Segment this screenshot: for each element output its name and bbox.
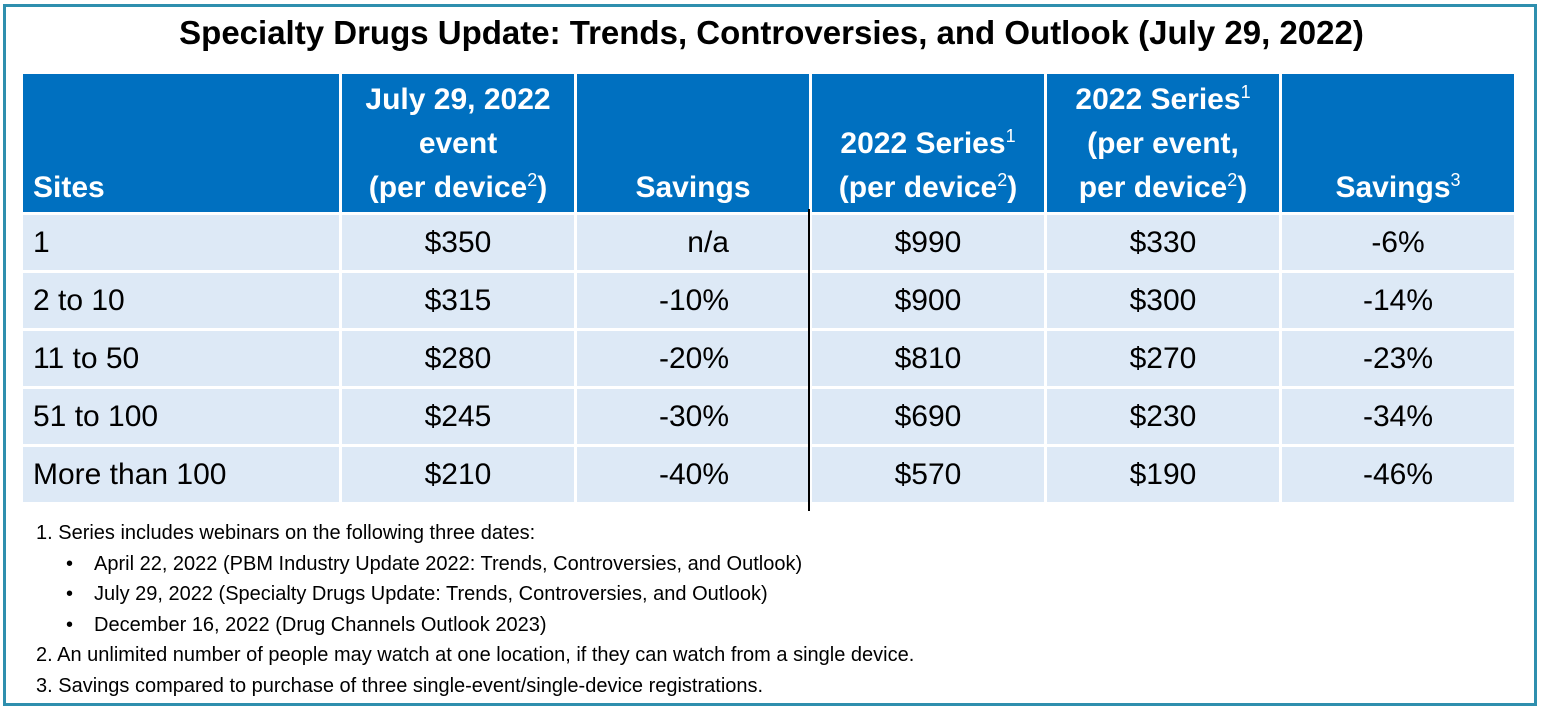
header-savings: Savings [577, 74, 809, 212]
header-series-savings: Savings3 [1282, 74, 1514, 212]
cell-sites: 11 to 50 [23, 331, 339, 386]
cell-series-savings: -23% [1282, 331, 1514, 386]
table-row: 11 to 50 $280 -20% $810 $270 -23% [23, 331, 1514, 386]
cell-series-price: $810 [812, 331, 1044, 386]
cell-savings: -40% [577, 447, 809, 502]
slide-frame [3, 4, 1537, 706]
list-item: April 22, 2022 (PBM Industry Update 2022… [66, 549, 914, 580]
footnote-1-list: April 22, 2022 (PBM Industry Update 2022… [36, 549, 914, 641]
header-series-price: 2022 Series1 (per device2) [812, 74, 1044, 212]
page-title: Specialty Drugs Update: Trends, Controve… [179, 14, 1364, 51]
cell-sites: More than 100 [23, 447, 339, 502]
cell-series-price: $690 [812, 389, 1044, 444]
footnotes: 1. Series includes webinars on the follo… [36, 518, 914, 701]
list-item: December 16, 2022 (Drug Channels Outlook… [66, 610, 914, 641]
column-divider [808, 209, 810, 511]
cell-sites: 51 to 100 [23, 389, 339, 444]
cell-event-price: $350 [342, 215, 574, 270]
cell-series-price: $900 [812, 273, 1044, 328]
footnote-1: 1. Series includes webinars on the follo… [36, 522, 536, 544]
cell-event-price: $315 [342, 273, 574, 328]
cell-series-price: $990 [812, 215, 1044, 270]
cell-sites: 1 [23, 215, 339, 270]
cell-series-price: $570 [812, 447, 1044, 502]
cell-series-per-event: $230 [1047, 389, 1279, 444]
header-series-per-event: 2022 Series1 (per event, per device2) [1047, 74, 1279, 212]
cell-series-savings: -46% [1282, 447, 1514, 502]
table-row: 2 to 10 $315 -10% $900 $300 -14% [23, 273, 1514, 328]
cell-savings: -30% [577, 389, 809, 444]
pricing-table: Sites July 29, 2022 event (per device2) … [20, 71, 1517, 505]
header-event-price: July 29, 2022 event (per device2) [342, 74, 574, 212]
cell-series-per-event: $330 [1047, 215, 1279, 270]
footnote-3: 3. Savings compared to purchase of three… [36, 674, 764, 697]
list-item: July 29, 2022 (Specialty Drugs Update: T… [66, 579, 914, 610]
table-row: More than 100 $210 -40% $570 $190 -46% [23, 447, 1514, 502]
cell-savings: -10% [577, 273, 809, 328]
header-sites: Sites [23, 74, 339, 212]
cell-series-per-event: $190 [1047, 447, 1279, 502]
footnote-2: 2. An unlimited number of people may wat… [36, 644, 915, 666]
cell-series-savings: -34% [1282, 389, 1514, 444]
cell-series-per-event: $300 [1047, 273, 1279, 328]
table-row: 1 $350 n/a $990 $330 -6% [23, 215, 1514, 270]
table-header-row: Sites July 29, 2022 event (per device2) … [23, 74, 1514, 212]
cell-series-savings: -14% [1282, 273, 1514, 328]
cell-event-price: $245 [342, 389, 574, 444]
cell-series-savings: -6% [1282, 215, 1514, 270]
cell-series-per-event: $270 [1047, 331, 1279, 386]
cell-savings: -20% [577, 331, 809, 386]
table-row: 51 to 100 $245 -30% $690 $230 -34% [23, 389, 1514, 444]
cell-savings: n/a [577, 215, 809, 270]
cell-event-price: $280 [342, 331, 574, 386]
cell-sites: 2 to 10 [23, 273, 339, 328]
cell-event-price: $210 [342, 447, 574, 502]
